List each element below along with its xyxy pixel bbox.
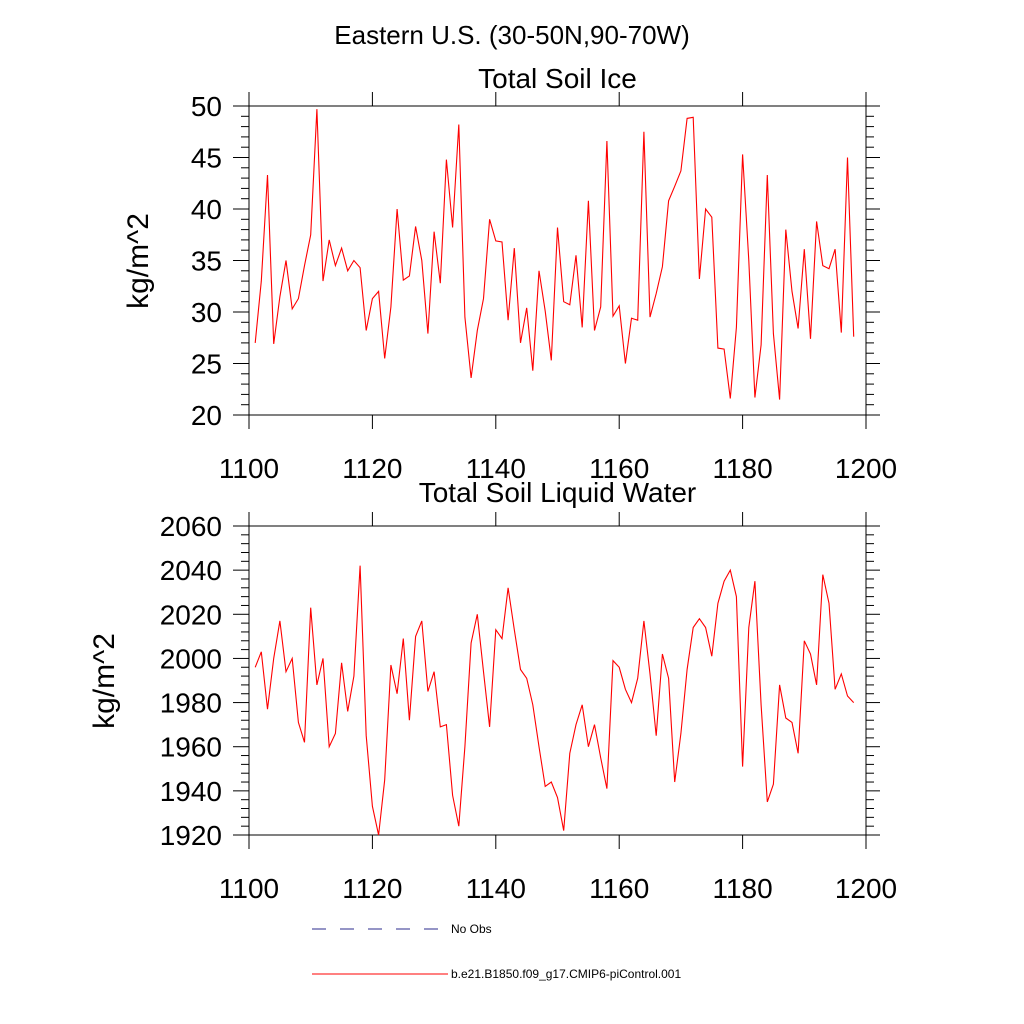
x-tick-label-1160: 1160 [589, 873, 649, 904]
x-tick-label-1180: 1180 [712, 453, 772, 484]
y-axis-label: kg/m^2 [122, 213, 155, 309]
y-axis-label: kg/m^2 [88, 633, 121, 729]
y-tick-label-50: 50 [191, 91, 222, 122]
y-tick-label-2060: 2060 [160, 511, 222, 542]
y-tick-label-2040: 2040 [160, 555, 222, 586]
figure-title: Eastern U.S. (30-50N,90-70W) [334, 20, 689, 50]
x-tick-label-1120: 1120 [342, 453, 402, 484]
y-tick-label-25: 25 [191, 349, 222, 380]
chart-title: Total Soil Liquid Water [419, 477, 697, 508]
y-tick-label-20: 20 [191, 400, 222, 431]
y-tick-label-2020: 2020 [160, 599, 222, 630]
y-tick-label-1920: 1920 [160, 820, 222, 851]
legend-label-no-obs: No Obs [451, 922, 492, 936]
x-tick-label-1200: 1200 [835, 453, 897, 484]
y-tick-label-1960: 1960 [160, 732, 222, 763]
plot-frame [248, 525, 867, 836]
y-tick-label-30: 30 [191, 297, 222, 328]
y-tick-label-35: 35 [191, 246, 222, 277]
x-tick-label-1140: 1140 [466, 873, 526, 904]
x-tick-label-1100: 1100 [219, 873, 279, 904]
series-line-0 [254, 565, 855, 836]
legend-label-model: b.e21.B1850.f09_g17.CMIP6-piControl.001 [451, 967, 681, 981]
y-tick-label-1940: 1940 [160, 776, 222, 807]
x-tick-label-1200: 1200 [835, 873, 897, 904]
series-line-0 [254, 109, 855, 400]
x-tick-label-1160: 1160 [589, 453, 649, 484]
x-tick-label-1180: 1180 [712, 873, 772, 904]
plot-frame [248, 105, 867, 416]
y-tick-label-40: 40 [191, 194, 222, 225]
panel-total-soil-ice: Total Soil Ice 1100 1120 1140 1160 1180 1200 20… [122, 63, 897, 484]
y-tick-label-2000: 2000 [160, 643, 222, 674]
panel-total-soil-liquid-water: Total Soil Liquid Water 1100 1120 1140 1160 1… [88, 477, 897, 904]
y-tick-label-1980: 1980 [160, 688, 222, 719]
x-tick-label-1100: 1100 [219, 453, 279, 484]
chart-title: Total Soil Ice [478, 63, 637, 94]
x-tick-label-1120: 1120 [342, 873, 402, 904]
legend: No Obs b.e21.B1850.f09_g17.CMIP6-piContr… [312, 922, 681, 981]
y-tick-label-45: 45 [191, 143, 222, 174]
x-tick-label-1140: 1140 [466, 453, 526, 484]
